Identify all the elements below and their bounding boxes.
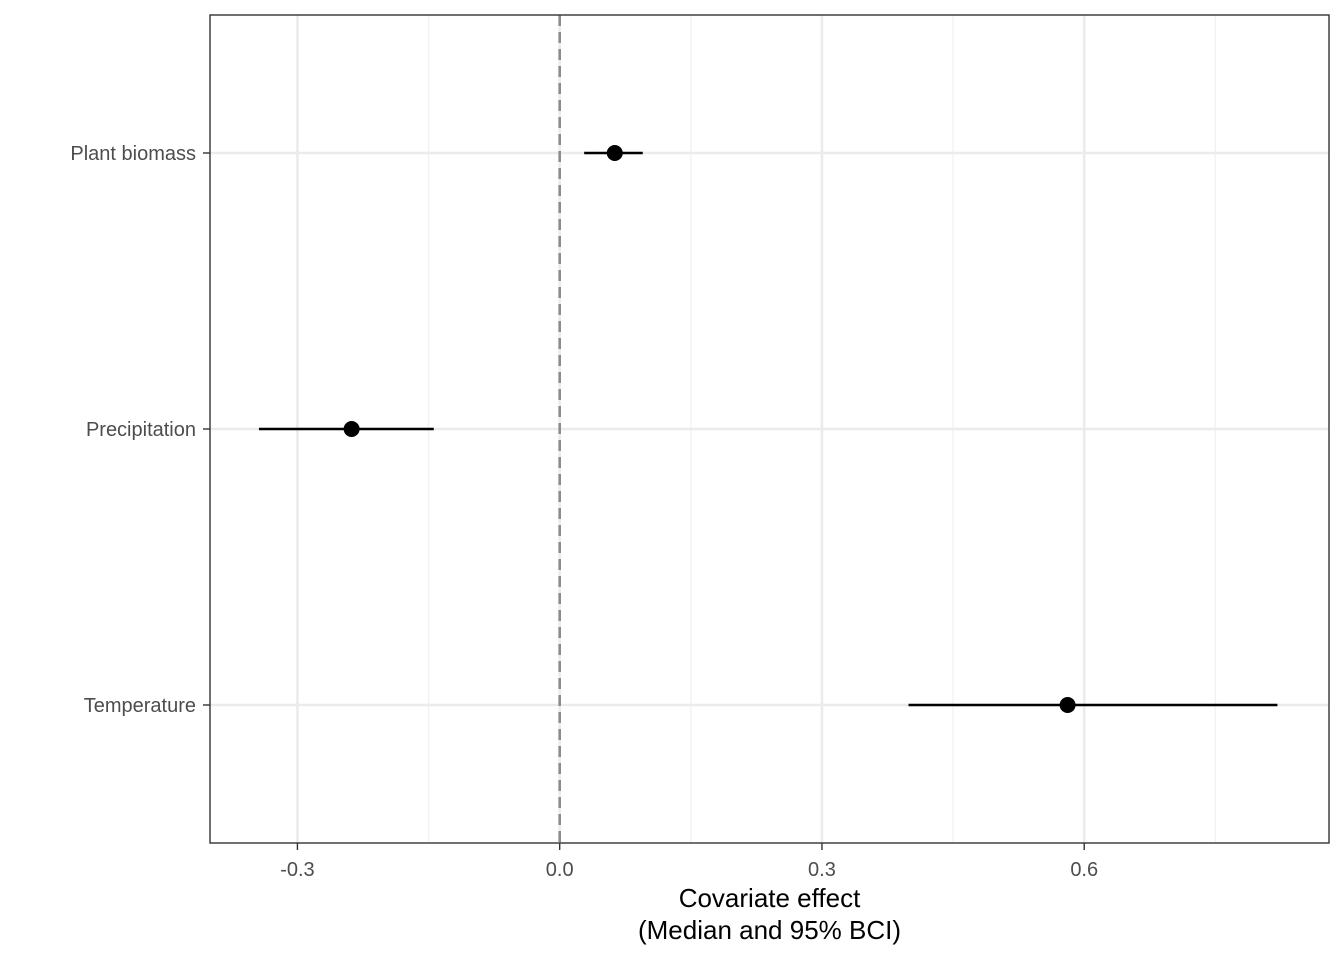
x-axis-title-line-1: Covariate effect bbox=[679, 883, 861, 913]
x-axis: -0.3 0.0 0.3 0.6 bbox=[280, 843, 1098, 881]
x-tick-label-1: 0.0 bbox=[546, 859, 574, 881]
y-tick-label-0: Plant biomass bbox=[70, 143, 196, 165]
y-tick-label-2: Temperature bbox=[84, 695, 196, 717]
x-axis-title-line-2: (Median and 95% BCI) bbox=[638, 915, 901, 945]
median-point-0 bbox=[606, 145, 623, 161]
y-axis: Plant biomass Precipitation Temperature bbox=[70, 143, 210, 717]
x-tick-label-3: 0.6 bbox=[1070, 859, 1098, 881]
median-point-1 bbox=[343, 421, 360, 437]
median-points bbox=[343, 145, 1076, 713]
x-tick-label-2: 0.3 bbox=[808, 859, 836, 881]
median-point-2 bbox=[1059, 697, 1076, 713]
y-tick-label-1: Precipitation bbox=[86, 419, 196, 441]
x-tick-label-0: -0.3 bbox=[280, 859, 314, 881]
